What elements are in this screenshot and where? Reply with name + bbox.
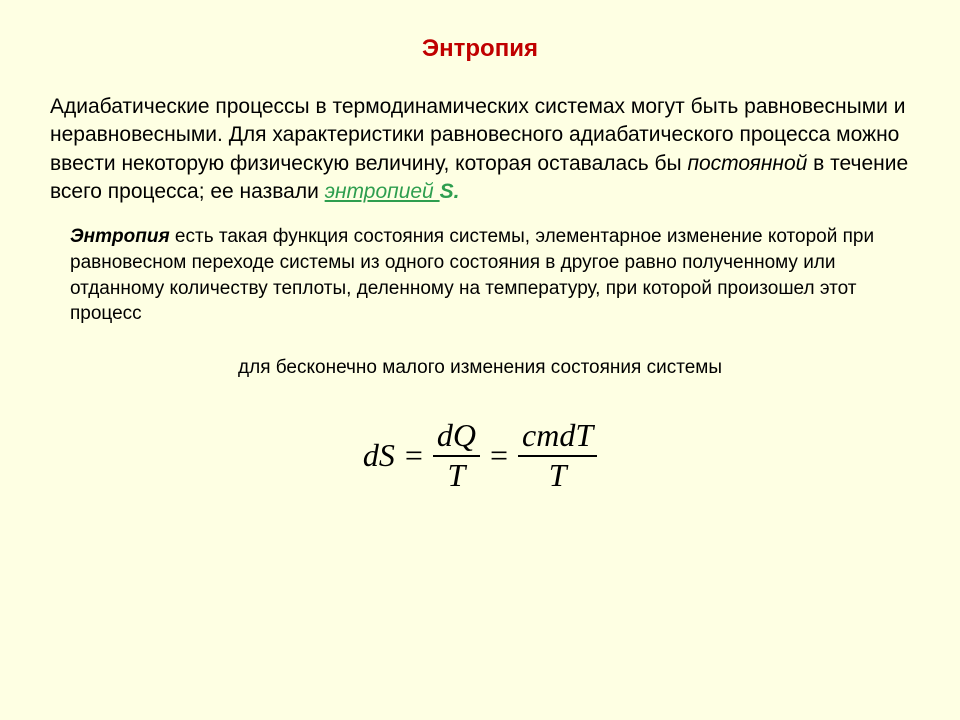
fraction-cmdt-over-t: cmdT T xyxy=(518,419,597,492)
fraction-dq-over-t: dQ T xyxy=(433,419,480,492)
entropy-symbol: S. xyxy=(440,180,460,203)
intro-italic-word: постоянной xyxy=(687,152,807,175)
entropy-link[interactable]: энтропией xyxy=(325,180,440,203)
frac2-numerator: cmdT xyxy=(518,419,597,453)
definition-rest: есть такая функция состояния системы, эл… xyxy=(70,226,874,324)
intro-paragraph: Адиабатические процессы в термодинамичес… xyxy=(50,93,910,206)
equals-sign-2: = xyxy=(490,437,508,474)
frac2-denominator: T xyxy=(545,459,571,493)
definition-paragraph: Энтропия есть такая функция состояния си… xyxy=(50,224,910,327)
definition-bold-start: Энтропия xyxy=(70,226,170,247)
slide-title: Энтропия xyxy=(50,35,910,63)
title-text: Энтропия xyxy=(422,35,538,62)
frac1-numerator: dQ xyxy=(433,419,480,453)
equals-sign-1: = xyxy=(405,437,423,474)
frac1-denominator: T xyxy=(444,459,470,493)
subcaption: для бесконечно малого изменения состояни… xyxy=(50,357,910,379)
entropy-formula: dS = dQ T = cmdT T xyxy=(50,419,910,492)
formula-lhs: dS xyxy=(363,437,395,474)
